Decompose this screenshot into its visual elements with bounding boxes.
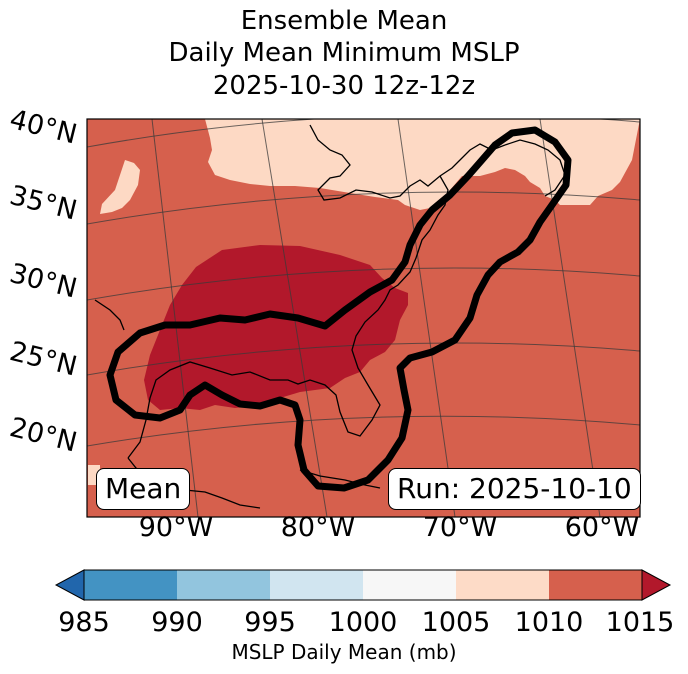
colorbar-segment (456, 570, 549, 600)
colorbar-segment (270, 570, 363, 600)
mean-label-box: Mean (96, 468, 191, 510)
light-pressure-patch-west (100, 160, 140, 214)
colorbar-label: MSLP Daily Mean (mb) (231, 640, 457, 664)
colorbar-frame (83, 569, 643, 601)
colorbar (54, 569, 672, 601)
colorbar-segment (549, 570, 642, 600)
lon-label-70: 70°W (422, 512, 498, 543)
colorbar-segment (363, 570, 456, 600)
lon-label-60: 60°W (564, 512, 640, 543)
colorbar-extend-high (641, 569, 672, 601)
lon-label-90: 90°W (138, 512, 214, 543)
run-label-box: Run: 2025-10-10 (388, 468, 641, 510)
colorbar-tick-1000: 1000 (328, 607, 398, 638)
colorbar-tick-995: 995 (244, 607, 296, 638)
title-line-2: Daily Mean Minimum MSLP (168, 38, 520, 68)
title-line-1: Ensemble Mean (240, 6, 448, 36)
colorbar-segment (177, 570, 270, 600)
mslp-contour-outline (106, 126, 572, 492)
colorbar-tick-985: 985 (58, 607, 110, 638)
colorbar-extend-low (54, 569, 85, 601)
colorbar-tick-990: 990 (151, 607, 203, 638)
colorbar-segment (84, 570, 177, 600)
colorbar-tick-1010: 1010 (514, 607, 584, 638)
colorbar-tick-1005: 1005 (421, 607, 491, 638)
lon-label-80: 80°W (280, 512, 356, 543)
colorbar-tick-1015: 1015 (605, 607, 675, 638)
title-line-3: 2025-10-30 12z-12z (212, 71, 476, 101)
high-pressure-region-gulf (144, 245, 408, 410)
light-pressure-region-north (205, 119, 640, 210)
map-frame (86, 118, 641, 518)
